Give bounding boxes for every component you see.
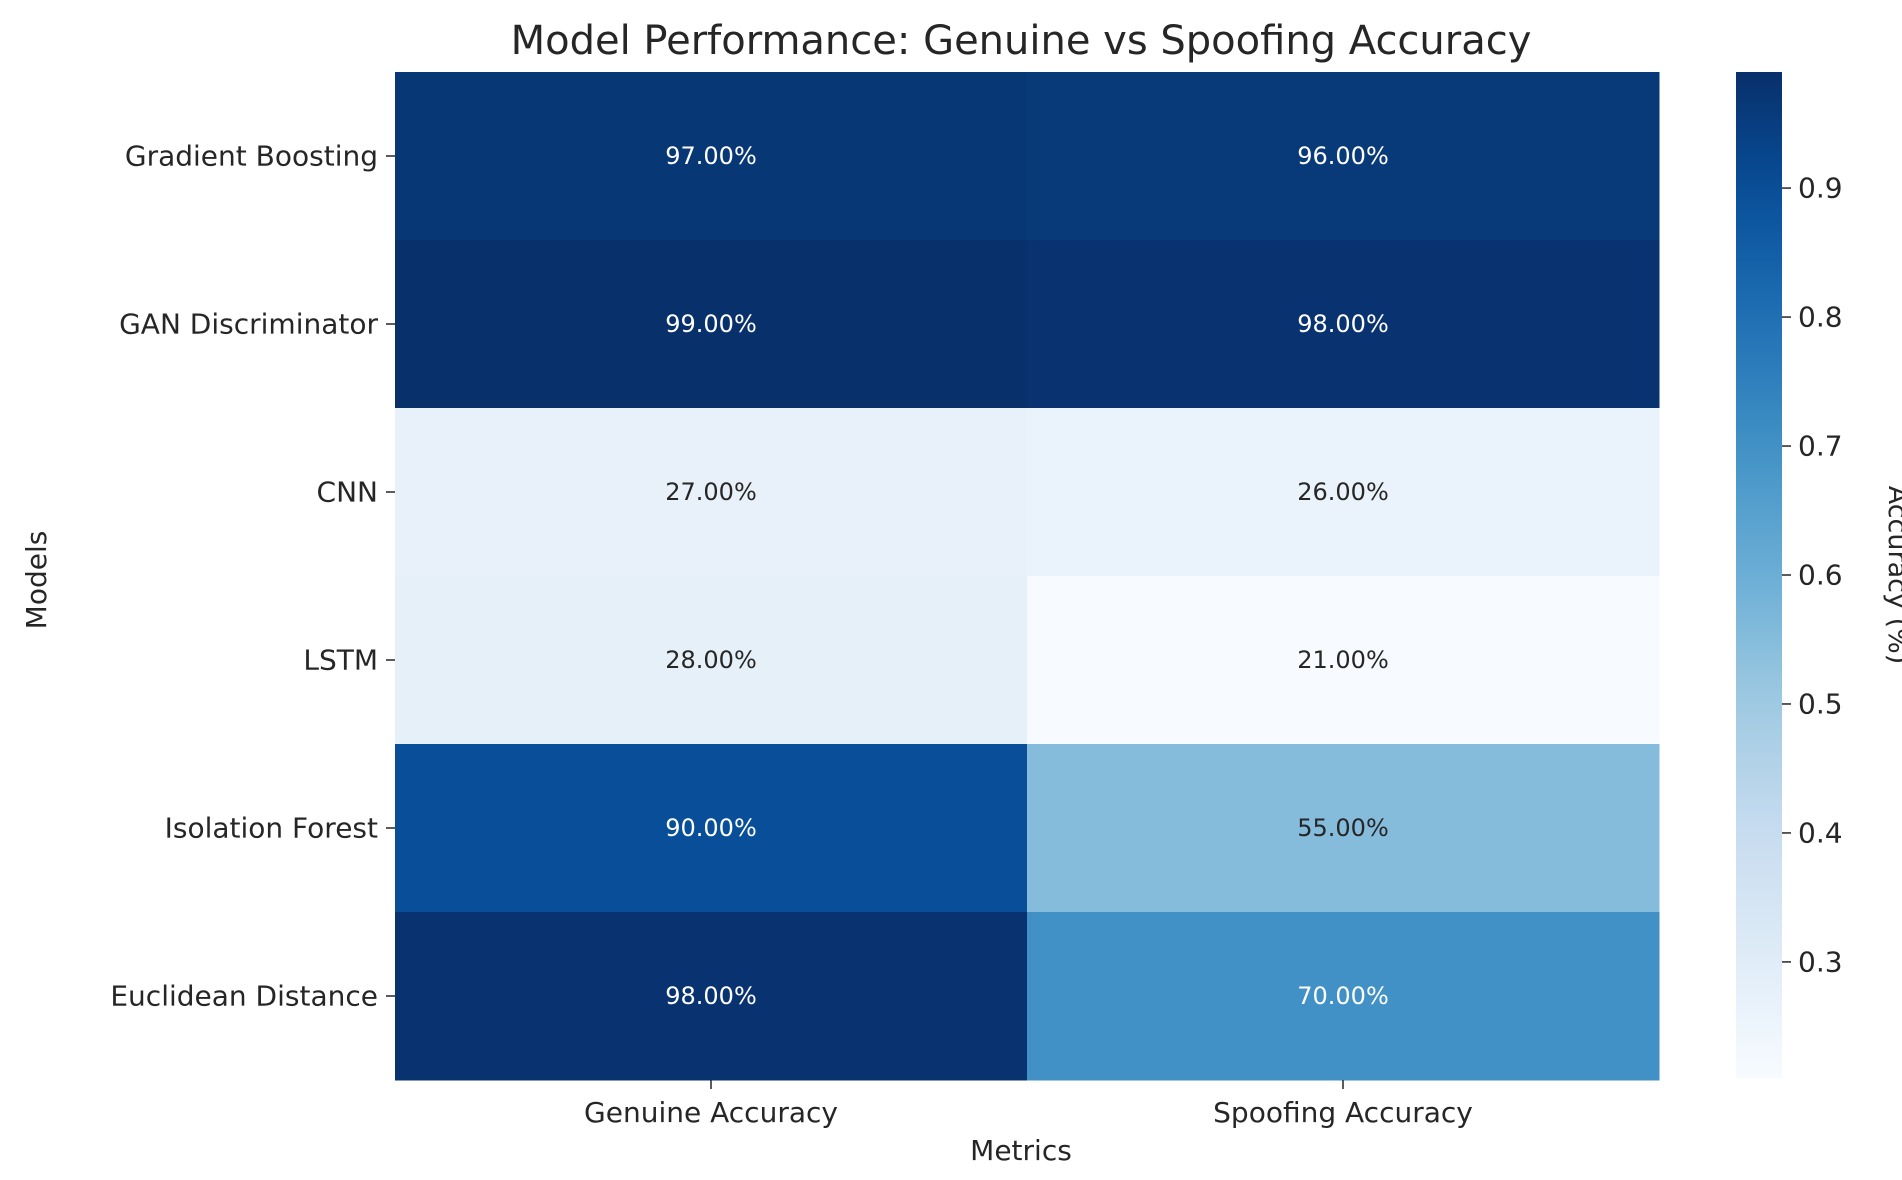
chart-title: Model Performance: Genuine vs Spoofing A… <box>511 18 1532 64</box>
cell-value-label: 98.00% <box>665 982 757 1010</box>
x-axis: Genuine Accuracy Spoofing Accuracy <box>584 1080 1473 1129</box>
y-tick-label: LSTM <box>303 644 378 677</box>
y-tick-label: Gradient Boosting <box>125 140 378 173</box>
x-tick-label: Genuine Accuracy <box>584 1096 838 1129</box>
x-tick-label: Spoofing Accuracy <box>1213 1096 1473 1129</box>
heatmap-cell <box>395 240 1028 409</box>
colorbar-tick-label: 0.5 <box>1798 687 1843 720</box>
heatmap-cell <box>1027 744 1660 913</box>
colorbar-tick-label: 0.7 <box>1798 430 1843 463</box>
x-axis-label: Metrics <box>970 1134 1072 1167</box>
heatmap-cell <box>1027 912 1660 1081</box>
colorbar: 0.3 0.4 0.5 0.6 0.7 0.8 0.9 Accuracy (%) <box>1736 72 1902 1078</box>
heatmap-cell <box>395 408 1028 577</box>
colorbar-gradient <box>1736 72 1782 1078</box>
heatmap-cell <box>1027 408 1660 577</box>
cell-value-label: 21.00% <box>1297 646 1389 674</box>
cell-value-label: 96.00% <box>1297 142 1389 170</box>
cell-value-label: 90.00% <box>665 814 757 842</box>
colorbar-label: Accuracy (%) <box>1882 486 1902 665</box>
cell-labels: 97.00% 96.00% 99.00% 98.00% 27.00% 26.00% 28.0… <box>665 142 1389 1010</box>
cell-value-label: 98.00% <box>1297 310 1389 338</box>
y-tick-label: CNN <box>317 476 378 509</box>
colorbar-tick-label: 0.4 <box>1798 816 1843 849</box>
y-tick-label: Isolation Forest <box>165 812 378 845</box>
colorbar-tick-label: 0.9 <box>1798 172 1843 205</box>
cell-value-label: 28.00% <box>665 646 757 674</box>
cell-value-label: 27.00% <box>665 478 757 506</box>
cell-value-label: 70.00% <box>1297 982 1389 1010</box>
heatmap-cells <box>395 72 1660 1081</box>
cell-value-label: 97.00% <box>665 142 757 170</box>
heatmap-cell <box>395 72 1028 241</box>
heatmap-cell <box>1027 240 1660 409</box>
heatmap-cell <box>395 576 1028 745</box>
cell-value-label: 99.00% <box>665 310 757 338</box>
y-tick-label: GAN Discriminator <box>119 308 378 341</box>
colorbar-tick-label: 0.8 <box>1798 301 1843 334</box>
heatmap-cell <box>395 912 1028 1081</box>
heatmap-cell <box>1027 576 1660 745</box>
cell-value-label: 55.00% <box>1297 814 1389 842</box>
cell-value-label: 26.00% <box>1297 478 1389 506</box>
colorbar-tick-label: 0.6 <box>1798 559 1843 592</box>
heatmap-cell <box>1027 72 1660 241</box>
y-tick-label: Euclidean Distance <box>110 980 378 1013</box>
colorbar-tick-label: 0.3 <box>1798 945 1843 978</box>
heatmap-cell <box>395 744 1028 913</box>
y-axis: Gradient Boosting GAN Discriminator CNN LST… <box>110 140 395 1013</box>
colorbar-ticks: 0.3 0.4 0.5 0.6 0.7 0.8 0.9 <box>1782 172 1843 978</box>
y-axis-label: Models <box>20 531 53 630</box>
